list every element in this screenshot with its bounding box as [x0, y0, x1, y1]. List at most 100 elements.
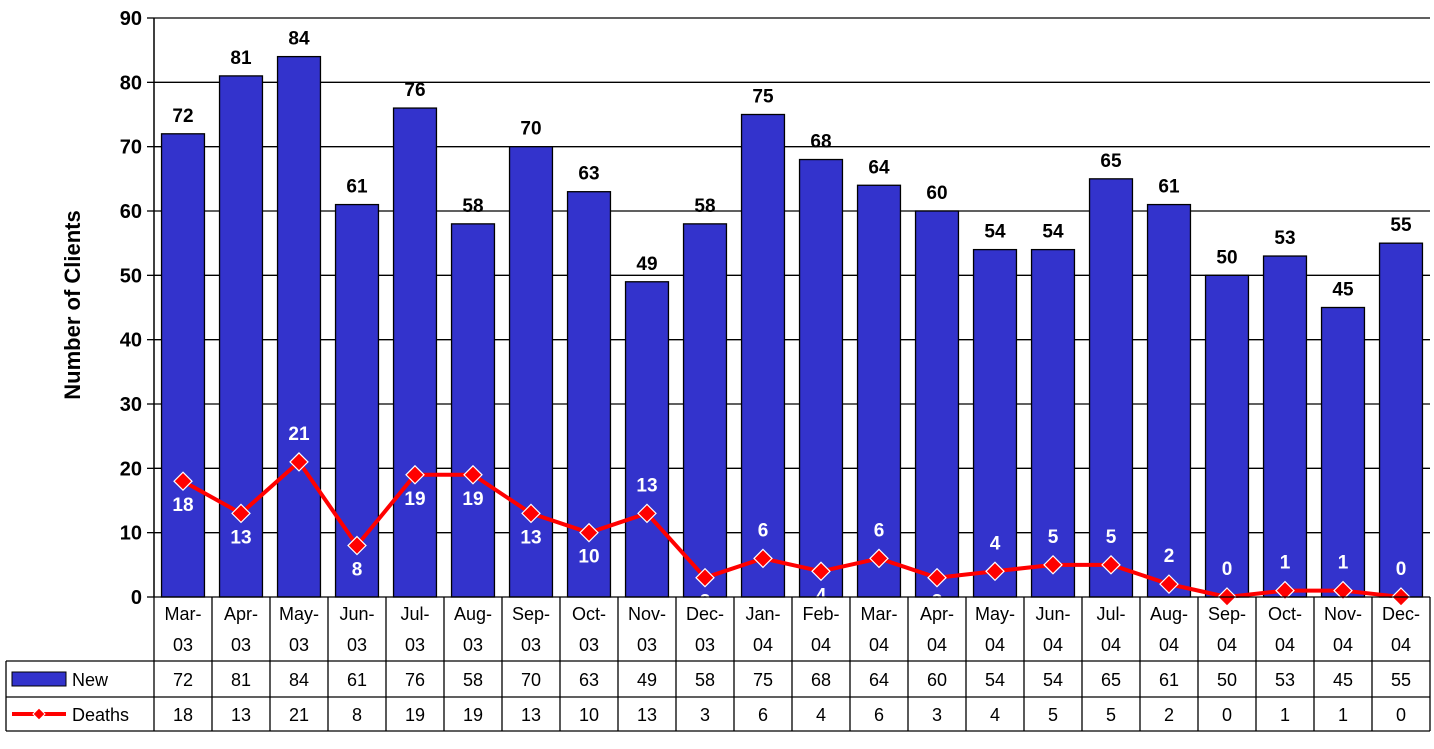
bar-value-label: 58: [462, 196, 483, 217]
data-table: Mar-037218Apr-038113May-038421Jun-03618J…: [5, 596, 1431, 732]
x-tick-label: Mar-: [861, 604, 898, 624]
table-cell-new: 54: [985, 670, 1005, 690]
deaths-marker: [347, 535, 367, 556]
bar-value-label: 54: [1042, 222, 1064, 243]
y-tick-label: 30: [120, 394, 142, 416]
x-tick-label: 04: [1043, 635, 1063, 655]
x-tick-label: 04: [1391, 635, 1411, 655]
table-cell-new: 54: [1043, 670, 1063, 690]
deaths-value-label: 5: [1106, 527, 1117, 548]
deaths-value-label: 4: [816, 585, 827, 606]
x-tick-label: 03: [289, 635, 309, 655]
x-tick-label: 04: [1275, 635, 1295, 655]
bar-new: [972, 248, 1018, 598]
x-tick-label: Aug-: [454, 604, 492, 624]
x-tick-label: Dec-: [1382, 604, 1420, 624]
x-tick-label: 03: [579, 635, 599, 655]
deaths-value-label: 13: [636, 475, 657, 496]
table-cell-deaths: 18: [173, 705, 193, 725]
table-cell-new: 45: [1333, 670, 1353, 690]
bar-value-label: 63: [578, 164, 599, 185]
x-tick-label: May-: [975, 604, 1015, 624]
x-tick-label: Jun-: [339, 604, 374, 624]
x-tick-label: Apr-: [920, 604, 954, 624]
deaths-line: [182, 459, 1402, 599]
table-cell-new: 61: [347, 670, 367, 690]
bar-new: [914, 210, 960, 598]
table-cell-new: 58: [695, 670, 715, 690]
deaths-value-label: 1: [1338, 553, 1349, 574]
deaths-marker: [1159, 574, 1179, 594]
bar-new: [450, 223, 496, 598]
table-cell-deaths: 10: [579, 705, 599, 725]
table-cell-new: 76: [405, 670, 425, 690]
x-tick-label: 04: [1159, 635, 1179, 655]
x-tick-label: Jun-: [1035, 604, 1070, 624]
table-cell-deaths: 19: [405, 705, 425, 725]
table-cell-deaths: 1: [1338, 705, 1348, 725]
deaths-marker: [985, 561, 1005, 582]
deaths-value-label: 0: [1396, 559, 1407, 580]
deaths-marker: [811, 561, 831, 582]
bar-value-label: 53: [1274, 228, 1295, 249]
bar-value-label: 61: [1158, 177, 1180, 198]
x-tick-label: Jul-: [400, 604, 429, 624]
x-tick-label: Jan-: [745, 604, 780, 624]
x-tick-label: 03: [521, 635, 541, 655]
x-tick-label: Dec-: [686, 604, 724, 624]
bar-value-label: 45: [1332, 280, 1354, 301]
bar-value-label: 49: [636, 254, 657, 275]
table-cell-new: 65: [1101, 670, 1121, 690]
bar-value-label: 64: [868, 157, 890, 178]
x-tick-label: 03: [405, 635, 425, 655]
x-tick-label: Nov-: [1324, 604, 1362, 624]
deaths-marker: [521, 503, 541, 524]
table-cell-deaths: 3: [700, 705, 710, 725]
bar-new: [856, 184, 902, 598]
bar-series-new: [160, 55, 1424, 598]
bar-new: [1378, 242, 1424, 598]
table-cell-deaths: 0: [1396, 705, 1406, 725]
line-series-deaths: [173, 452, 1411, 607]
x-tick-label: 03: [173, 635, 193, 655]
deaths-value-label: 3: [700, 592, 711, 613]
bar-value-label: 60: [926, 183, 947, 204]
deaths-marker: [579, 522, 599, 543]
table-cell-new: 75: [753, 670, 773, 690]
x-tick-label: Mar-: [165, 604, 202, 624]
table-cell-new: 61: [1159, 670, 1179, 690]
table-cell-deaths: 4: [990, 705, 1000, 725]
bar-value-label: 76: [404, 80, 425, 101]
y-tick-label: 0: [131, 587, 142, 609]
table-cell-new: 63: [579, 670, 599, 690]
table-cell-new: 53: [1275, 670, 1295, 690]
x-tick-label: Oct-: [1268, 604, 1302, 624]
table-cell-deaths: 6: [758, 705, 768, 725]
y-tick-label: 10: [120, 523, 142, 545]
bar-value-label: 50: [1216, 247, 1237, 268]
table-cell-deaths: 4: [816, 705, 826, 725]
table-cell-new: 72: [173, 670, 193, 690]
table-cell-new: 58: [463, 670, 483, 690]
table-cell-deaths: 13: [637, 705, 657, 725]
table-cell-deaths: 0: [1222, 705, 1232, 725]
bar-value-label: 84: [288, 29, 310, 50]
deaths-marker: [289, 452, 309, 472]
bar-new: [1204, 274, 1250, 598]
deaths-value-label: 1: [1280, 553, 1291, 574]
bar-value-label: 54: [984, 222, 1006, 243]
deaths-value-label: 13: [520, 527, 541, 548]
deaths-marker: [753, 548, 773, 569]
deaths-value-label: 6: [874, 520, 885, 541]
y-tick-label: 20: [120, 458, 142, 480]
table-cell-new: 70: [521, 670, 541, 690]
table-cell-deaths: 13: [521, 705, 541, 725]
deaths-marker: [1101, 554, 1121, 575]
x-tick-label: 04: [1333, 635, 1353, 655]
deaths-value-label: 8: [352, 560, 363, 581]
legend-marker-deaths: [32, 707, 46, 721]
deaths-value-label: 3: [932, 592, 943, 613]
x-tick-label: Apr-: [224, 604, 258, 624]
legend-label-deaths: Deaths: [72, 705, 129, 725]
table-cell-deaths: 8: [352, 705, 362, 725]
